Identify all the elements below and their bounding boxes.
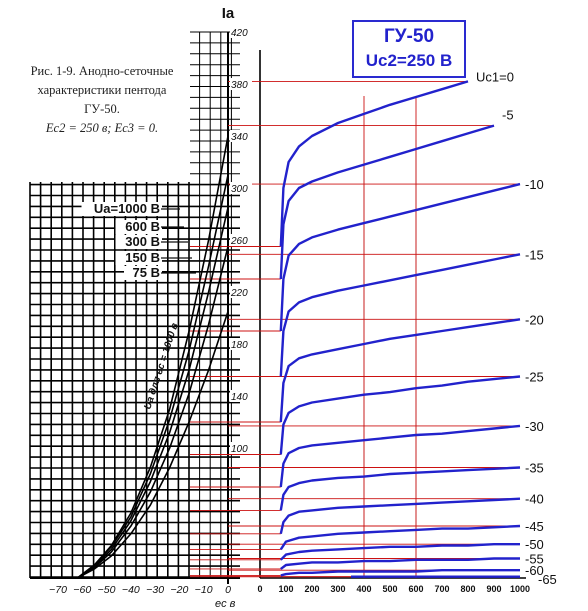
x-tick-label: −70: [49, 584, 67, 596]
y-tick-label: 100: [231, 444, 248, 455]
right-curve: [280, 557, 520, 570]
tick-label-bg: [230, 442, 252, 454]
series-label-right: -45: [525, 519, 544, 534]
series-label-right: -30: [525, 419, 544, 434]
tick-label-bg: [230, 26, 252, 38]
caption-line-3: ГУ-50.: [84, 102, 120, 116]
series-label-right: -50: [525, 537, 544, 552]
legend-label-bg: [115, 235, 162, 249]
legend-label-bg: [124, 266, 162, 280]
right-curve: [279, 182, 521, 332]
right-curve: [280, 569, 520, 577]
series-label-right: -65: [538, 572, 557, 587]
tick-label-bg: [230, 390, 252, 402]
y-tick-label: 140: [231, 392, 248, 403]
x-tick-label-right: 400: [356, 584, 371, 594]
y-tick-label: 420: [231, 28, 248, 39]
x-tick-label-right: 900: [486, 584, 501, 594]
left-curve: [77, 311, 229, 579]
legend-label: 150 В: [125, 250, 160, 265]
x-tick-label: −20: [171, 584, 189, 596]
x-tick-label-right: 500: [382, 584, 397, 594]
caption-line-4: Ec2 = 250 в; Ec3 = 0.: [45, 121, 159, 135]
x-tick-label-right: 1000: [510, 584, 530, 594]
guide-lines: [190, 80, 520, 578]
right-curve: [279, 424, 521, 488]
y-tick-label: 340: [231, 132, 248, 143]
tick-label-bg: [230, 286, 252, 298]
series-label-right: -55: [525, 552, 544, 567]
x-tick-label-right: 100: [278, 584, 293, 594]
x-tick-label-right: 800: [460, 584, 475, 594]
right-curve: [279, 497, 521, 535]
series-label-right: -40: [525, 492, 544, 507]
tick-label-bg: [230, 130, 252, 142]
x-tick-label-right: 700: [434, 584, 449, 594]
y-tick-label: 300: [231, 184, 248, 195]
right-curve: [279, 80, 469, 247]
legend-label: 600 В: [125, 219, 160, 234]
tube-title-box: ГУ-50 Uc2=250 В: [352, 20, 466, 78]
right-curve: [279, 466, 521, 511]
tick-label-bg: [230, 182, 252, 194]
legend-label: Ua=1000 В: [94, 201, 160, 216]
y-tick-label: 220: [230, 288, 248, 299]
right-curve: [279, 375, 521, 455]
y-tick-label: 260: [230, 236, 248, 247]
caption-line-2: характеристики пентода: [37, 83, 167, 97]
right-curves: [279, 80, 521, 578]
x-tick-label: −40: [122, 584, 140, 596]
series-label-right: -5: [502, 108, 514, 123]
legend-label-bg: [115, 251, 162, 265]
series-label-right: -10: [525, 177, 544, 192]
right-curve: [279, 524, 521, 551]
legend-label: 300 В: [125, 234, 160, 249]
right-curve: [279, 124, 495, 280]
caption-line-1: Рис. 1-9. Анодно-сеточные: [30, 64, 174, 78]
right-curve: [279, 318, 521, 423]
series-label-right: Uc1=0: [476, 69, 514, 84]
series-label-right: -35: [525, 461, 544, 476]
figure-caption: Рис. 1-9. Анодно-сеточные характеристики…: [14, 62, 190, 138]
tick-label-bg: [230, 338, 252, 350]
series-label-right: -60: [525, 563, 544, 578]
screen-voltage: Uc2=250 В: [365, 51, 453, 70]
x-tick-label: −10: [195, 584, 213, 596]
left-curve: [76, 207, 229, 579]
left-curve: [76, 174, 229, 579]
series-label-right: -20: [525, 312, 544, 327]
legend-label: 75 В: [133, 265, 160, 280]
x-tick-label-right: 0: [257, 584, 262, 594]
x-tick-label-right: 200: [304, 584, 319, 594]
x-tick-label-right: 300: [330, 584, 345, 594]
x-tick-label: −30: [146, 584, 164, 596]
y-tick-label: 180: [231, 340, 248, 351]
curve-annotation: Ua для ec = 1000 в: [142, 322, 180, 411]
legend-label-bg: [81, 202, 162, 216]
y-tick-label: 380: [231, 80, 248, 91]
tick-label-bg: [230, 234, 252, 246]
tick-label-bg: [230, 78, 252, 90]
right-curve: [279, 253, 521, 377]
tube-name: ГУ-50: [383, 26, 435, 47]
left-curves: [76, 135, 229, 579]
left-curve: [76, 246, 229, 579]
x-tick-label: −50: [98, 584, 116, 596]
series-label-right: -25: [525, 370, 544, 385]
y-axis-label: Ia: [222, 5, 235, 22]
right-curve: [279, 543, 520, 561]
x-tick-label: −60: [73, 584, 91, 596]
legend-label-bg: [115, 220, 162, 234]
x-tick-label-right: 600: [408, 584, 423, 594]
x-axis-label: ec в: [215, 598, 236, 610]
x-tick-label: 0: [225, 584, 231, 596]
series-label-right: -15: [525, 247, 544, 262]
